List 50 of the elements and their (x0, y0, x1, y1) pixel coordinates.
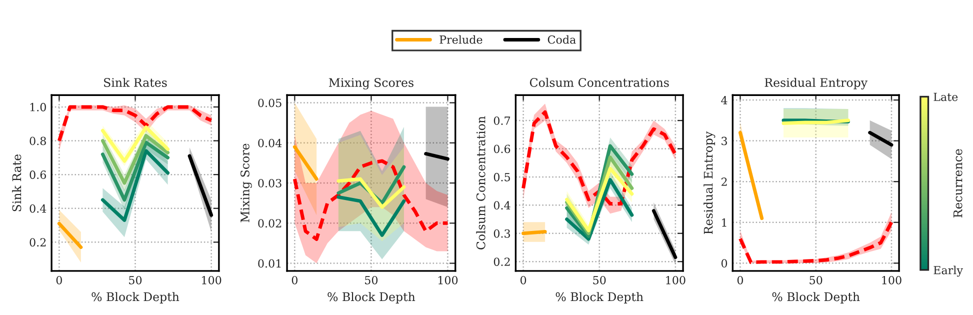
y-tick-label: 0.3 (494, 229, 510, 238)
y-tick-label: 0.6 (494, 144, 510, 154)
x-tick-label: 100 (202, 276, 222, 284)
x-tick-label: 0 (56, 276, 62, 284)
y-axis-title: Sink Rate (12, 154, 22, 212)
chart-title: Mixing Scores (328, 78, 414, 90)
x-axis-title: % Block Depth (556, 292, 644, 304)
x-tick-label: 50 (810, 276, 822, 284)
legend-label: Prelude (440, 35, 482, 44)
x-tick-label: 50 (593, 276, 606, 284)
y-tick-label: 1.0 (30, 102, 46, 112)
y-tick-label: 0.04 (258, 138, 282, 148)
y-tick-label: 3 (722, 136, 727, 146)
x-tick-label: 50 (129, 276, 142, 284)
x-tick-label: 0 (292, 276, 298, 284)
color-bar-label: Early (934, 266, 963, 277)
y-axis-title: Colsum Concentration (476, 116, 486, 250)
chart-title: Sink Rates (104, 78, 167, 87)
y-tick-label: 0.7 (494, 116, 510, 125)
y-tick-label: 0.03 (258, 178, 282, 188)
y-tick-label: 0.5 (494, 172, 510, 182)
x-axis-title: % Block Depth (772, 292, 860, 304)
y-tick-label: 1 (722, 218, 726, 227)
y-tick-label: 0.05 (258, 98, 282, 108)
y-axis-title: Mixing Score (240, 144, 252, 222)
x-axis-title: % Block Depth (328, 292, 416, 304)
y-tick-label: 0.02 (258, 219, 282, 228)
y-tick-label: 0.4 (30, 204, 46, 213)
y-tick-label: 0.01 (258, 259, 281, 268)
x-axis-title: % Block Depth (92, 292, 180, 304)
color-bar-title: Recurrence (954, 149, 962, 218)
y-tick-label: 0.2 (30, 238, 46, 247)
chart-title: Colsum Concentrations (530, 78, 669, 87)
y-tick-label: 0.2 (494, 258, 510, 266)
x-tick-label: 0 (520, 276, 526, 284)
x-tick-label: 100 (666, 276, 686, 284)
x-tick-label: 0 (737, 276, 744, 284)
y-tick-label: 0.6 (30, 170, 46, 179)
x-tick-label: 100 (882, 276, 902, 284)
legend-label: Coda (548, 35, 576, 44)
y-axis-title: Residual Entropy (704, 131, 716, 234)
y-tick-label: 0.8 (30, 136, 46, 146)
color-bar-label: Late (934, 92, 958, 102)
x-tick-label: 100 (438, 276, 458, 284)
y-tick-label: 0.4 (494, 201, 510, 210)
chart-title: Residual Entropy (764, 78, 868, 90)
x-tick-label: 50 (365, 276, 378, 284)
y-tick-label: 2 (721, 178, 727, 186)
y-tick-label: 4 (721, 96, 728, 104)
y-tick-label: 0 (721, 259, 728, 268)
